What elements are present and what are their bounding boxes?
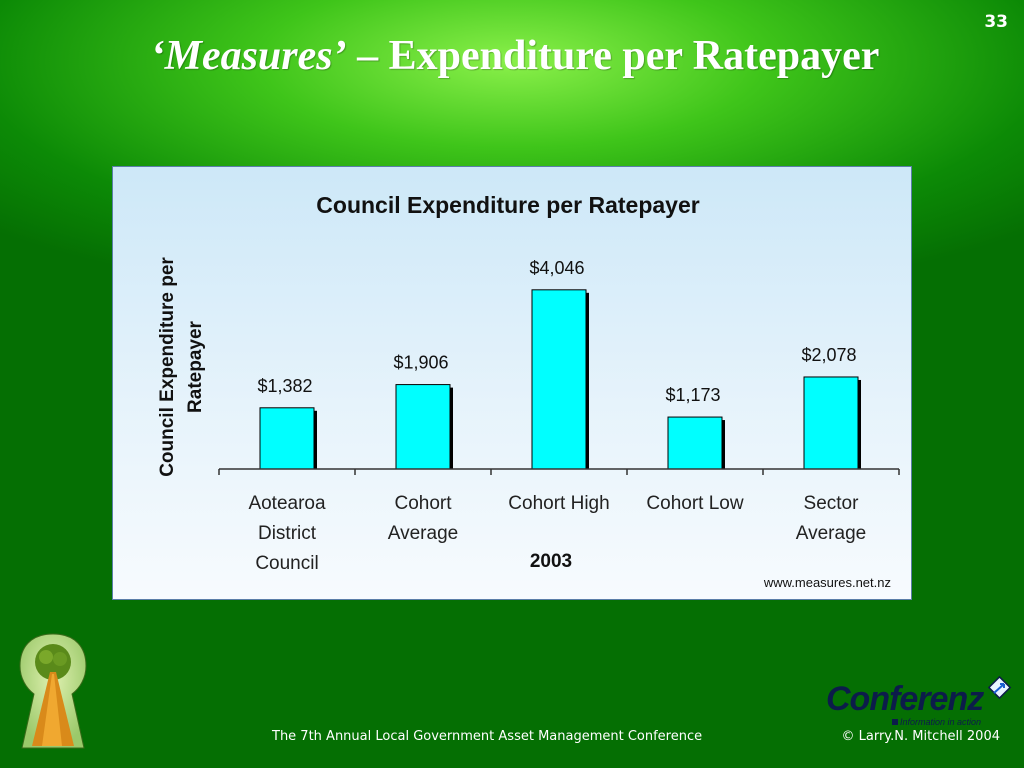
slide-title-emphasis: ‘Measures’ <box>150 33 347 79</box>
data-label: $2,078 <box>801 345 856 365</box>
slide-title: ‘Measures’ – Expenditure per Ratepayer <box>120 30 910 82</box>
footer-conference: The 7th Annual Local Government Asset Ma… <box>272 729 703 744</box>
category-label: Average <box>796 523 866 544</box>
chart-source: www.measures.net.nz <box>763 575 891 590</box>
category-label: Cohort High <box>508 493 609 514</box>
bar <box>259 407 315 470</box>
category-label: Aotearoa <box>248 493 326 514</box>
x-axis-label: 2003 <box>530 551 572 572</box>
slide-number: 33 <box>984 12 1008 32</box>
bar <box>803 376 859 470</box>
data-label: $1,173 <box>665 385 720 405</box>
data-label: $4,046 <box>529 258 584 278</box>
chart-panel: Council Expenditure per Ratepayer $1,382… <box>112 166 912 600</box>
bar <box>667 416 723 470</box>
y-axis-label-line: Ratepayer <box>185 320 206 412</box>
category-label: Average <box>388 523 458 544</box>
footer-copyright: © Larry.N. Mitchell 2004 <box>841 729 1000 744</box>
bar-chart: Council Expenditure per Ratepayer $1,382… <box>157 192 900 590</box>
bar <box>395 384 451 470</box>
brand-name: Conferenz <box>826 680 984 718</box>
category-label: Cohort <box>394 493 452 514</box>
tree-keyhole-icon <box>18 632 88 750</box>
category-label: Council <box>255 553 318 574</box>
y-axis-label-line: Council Expenditure per <box>157 257 178 477</box>
conferenz-logo: Conferenz Information in action <box>826 676 1016 732</box>
slide-title-rest: – Expenditure per Ratepayer <box>346 33 880 79</box>
chart-title: Council Expenditure per Ratepayer <box>316 192 699 218</box>
data-label: $1,382 <box>257 376 312 396</box>
category-label: Sector <box>804 493 860 514</box>
diamond-arrow-icon <box>988 676 1012 700</box>
bar <box>531 289 587 470</box>
category-label: Cohort Low <box>646 493 743 514</box>
brand-tagline: Information in action <box>892 717 981 727</box>
data-label: $1,906 <box>393 353 448 373</box>
category-label: District <box>258 523 317 544</box>
